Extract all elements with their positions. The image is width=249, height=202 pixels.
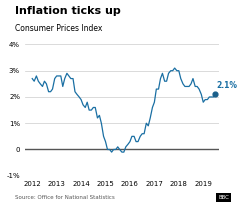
Text: Consumer Prices Index: Consumer Prices Index [15,24,102,33]
Text: BBC: BBC [218,195,229,200]
Text: Inflation ticks up: Inflation ticks up [15,6,121,16]
Point [213,93,217,96]
Text: Source: Office for National Statistics: Source: Office for National Statistics [15,195,115,200]
Text: 2.1%: 2.1% [217,81,238,90]
